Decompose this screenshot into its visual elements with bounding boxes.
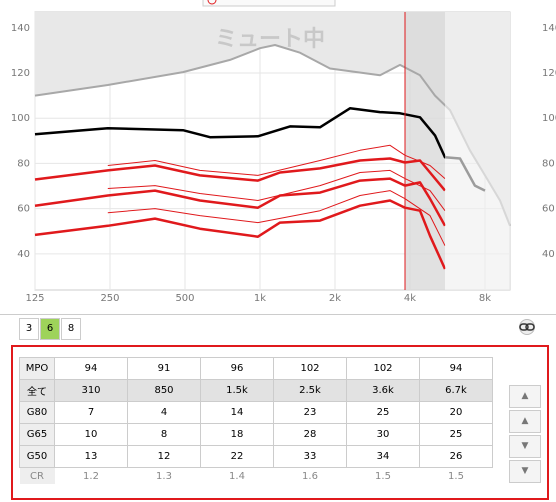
table-cell[interactable]: 13 <box>54 445 128 468</box>
table-cell[interactable]: 30 <box>346 423 420 446</box>
curve <box>34 199 447 270</box>
table-cell[interactable]: 10 <box>54 423 128 446</box>
table-cell[interactable]: 33 <box>273 445 347 468</box>
channel-button[interactable]: 8 <box>61 318 81 340</box>
step-buttons: ▲ ▲ ▼ ▼ <box>509 385 541 485</box>
table-row: G65 10 8 18 28 30 25 <box>19 423 493 446</box>
mute-label: ミュート中 <box>215 27 325 52</box>
y-tick-label: 40 <box>17 249 30 260</box>
table-cell[interactable]: 20 <box>419 401 493 424</box>
table-row: MPO 94 91 96 102 102 94 <box>19 357 493 380</box>
row-label: CR <box>19 467 55 484</box>
step-up[interactable]: ▲ <box>509 410 541 433</box>
x-tick-label: 1k <box>254 293 266 304</box>
table-row: G50 13 12 22 33 34 26 <box>19 445 493 468</box>
table-cell[interactable]: 7 <box>54 401 128 424</box>
step-down[interactable]: ▼ <box>509 435 541 458</box>
y-tick-label: 120 <box>542 68 556 79</box>
channel-button[interactable]: 3 <box>19 318 39 340</box>
table-cell[interactable]: 25 <box>346 401 420 424</box>
table-cell: 850 <box>127 379 201 402</box>
step-up-large[interactable]: ▲ <box>509 385 541 408</box>
table-cell[interactable]: 14 <box>200 401 274 424</box>
curve <box>34 157 446 192</box>
row-label: G65 <box>19 423 55 446</box>
table-cell[interactable]: 25 <box>419 423 493 446</box>
x-tick-label: 2k <box>329 293 341 304</box>
x-tick-label: 125 <box>25 293 44 304</box>
table-row: CR 1.2 1.3 1.4 1.6 1.5 1.5 <box>19 467 493 484</box>
faded-band <box>445 12 510 290</box>
y-tick-label: 120 <box>11 68 30 79</box>
table-cell[interactable]: 12 <box>127 445 201 468</box>
y-tick-label: 100 <box>11 113 30 124</box>
y-tick-label: 100 <box>542 113 556 124</box>
table-cell[interactable]: 28 <box>273 423 347 446</box>
y-tick-label: 140 <box>542 23 556 34</box>
x-tick-label: 250 <box>100 293 119 304</box>
separator <box>0 314 556 315</box>
table-cell[interactable]: 91 <box>127 357 201 380</box>
table-cell[interactable]: 94 <box>419 357 493 380</box>
row-label: G50 <box>19 445 55 468</box>
curve <box>34 177 447 227</box>
table-cell[interactable]: 102 <box>273 357 347 380</box>
y-tick-label: 60 <box>542 204 555 215</box>
table-row: G80 7 4 14 23 25 20 <box>19 401 493 424</box>
table-cell[interactable]: 22 <box>200 445 274 468</box>
table-cell[interactable]: 4 <box>127 401 201 424</box>
y-tick-label: 40 <box>542 249 555 260</box>
link-button[interactable] <box>515 319 539 335</box>
highlight-frame <box>11 345 549 500</box>
table-cell[interactable]: 1.5 <box>375 470 391 482</box>
table-cell[interactable]: 34 <box>346 445 420 468</box>
table-cell[interactable]: 26 <box>419 445 493 468</box>
table-cell[interactable]: 94 <box>54 357 128 380</box>
table-cell[interactable]: 102 <box>346 357 420 380</box>
table-cell[interactable]: 1.6 <box>302 470 318 482</box>
x-tick-label: 8k <box>479 293 491 304</box>
table-cell[interactable]: 23 <box>273 401 347 424</box>
curve <box>107 190 446 246</box>
table-cell[interactable]: 1.2 <box>83 470 99 482</box>
y-tick-label: 80 <box>542 158 555 169</box>
channel-button[interactable]: 6 <box>40 318 60 340</box>
y-tick-label: 140 <box>11 23 30 34</box>
x-tick-label: 4k <box>404 293 416 304</box>
row-label: G80 <box>19 401 55 424</box>
table-cell: 3.6k <box>346 379 420 402</box>
curve <box>107 144 446 179</box>
table-cell[interactable]: 1.3 <box>156 470 172 482</box>
step-down-large[interactable]: ▼ <box>509 460 541 483</box>
ear-icon <box>207 0 217 5</box>
curve <box>107 169 446 211</box>
table-cell: 1.5k <box>200 379 274 402</box>
chart: ミュート中 40 40 60 60 80 80 100 100 120 120 140 140 125 2… <box>11 0 556 304</box>
table-cell: 6.7k <box>419 379 493 402</box>
fitting-table: MPO 94 91 96 102 102 94 全て 310 850 1.5k 2.5k 3.6k 6.7… <box>19 357 493 484</box>
table-cell[interactable]: 8 <box>127 423 201 446</box>
table-cell[interactable]: 96 <box>200 357 274 380</box>
table-cell[interactable]: 1.4 <box>229 470 245 482</box>
row-label: MPO <box>19 357 55 380</box>
x-tick-label: 500 <box>175 293 194 304</box>
ear-button[interactable] <box>202 0 336 7</box>
y-tick-label: 60 <box>17 204 30 215</box>
table-cell[interactable]: 18 <box>200 423 274 446</box>
table-cell[interactable]: 1.5 <box>448 470 464 482</box>
y-tick-label: 80 <box>17 158 30 169</box>
table-cell: 310 <box>54 379 128 402</box>
table-row: 全て 310 850 1.5k 2.5k 3.6k 6.7k <box>19 379 493 402</box>
mute-area <box>35 12 510 226</box>
row-label: 全て <box>19 379 55 402</box>
table-cell: 2.5k <box>273 379 347 402</box>
shaded-band <box>405 12 445 290</box>
